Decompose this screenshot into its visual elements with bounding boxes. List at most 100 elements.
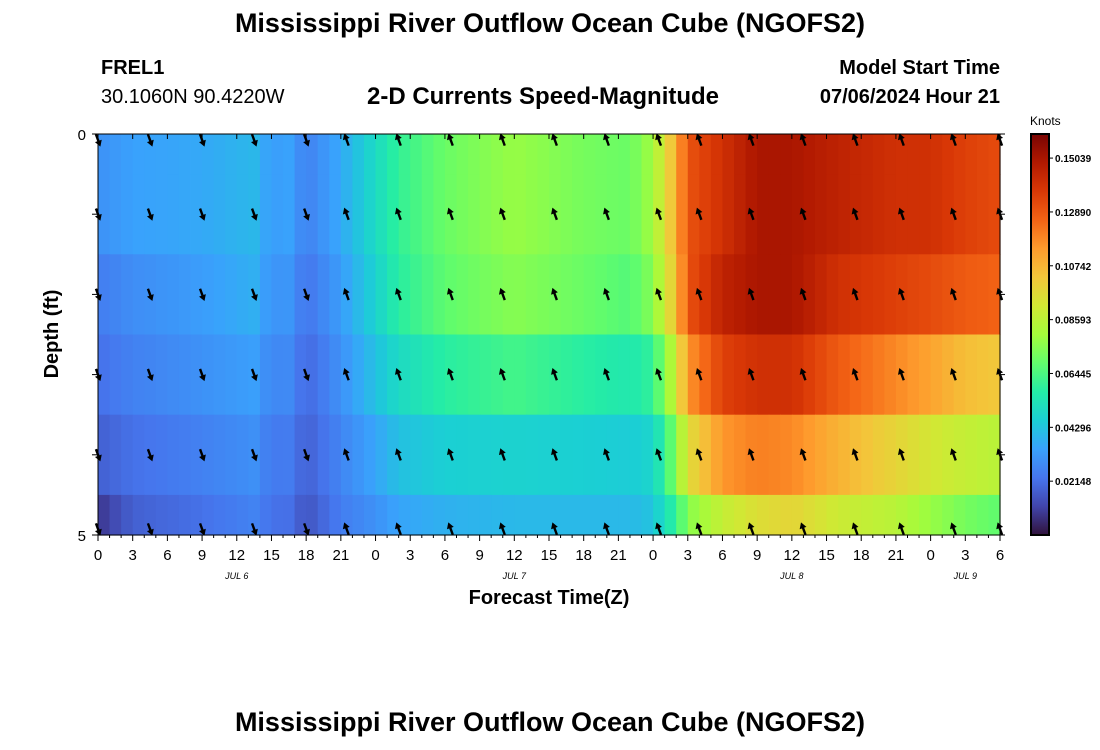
heatmap-cell xyxy=(155,134,168,175)
heatmap-cell xyxy=(907,494,920,536)
x-tick-label: 3 xyxy=(961,547,969,564)
colorbar-title: Knots xyxy=(1030,114,1061,128)
colorbar-tick-label: 0.06445 xyxy=(1055,369,1092,380)
heatmap-cell xyxy=(514,254,527,336)
heatmap-cell xyxy=(375,414,388,496)
heatmap-cell xyxy=(410,134,423,175)
current-vector-arrow xyxy=(603,368,610,381)
heatmap-cell xyxy=(976,254,990,336)
heatmap-cell xyxy=(421,414,434,496)
heatmap-cell xyxy=(352,414,365,496)
heatmap-cell xyxy=(352,494,365,536)
heatmap-cell xyxy=(491,254,504,336)
heatmap-cell xyxy=(236,174,249,255)
heatmap-cell xyxy=(456,414,469,496)
x-tick-label: 6 xyxy=(996,547,1004,564)
heatmap-cell xyxy=(641,134,654,175)
heatmap-cell xyxy=(398,414,411,496)
x-tick-label: 15 xyxy=(541,547,558,564)
current-vector-arrow xyxy=(250,133,258,147)
second-chart-title: Mississippi River Outflow Ocean Cube (NG… xyxy=(234,707,866,737)
heatmap-cell xyxy=(814,134,828,175)
heatmap-cell xyxy=(595,254,608,336)
heatmap-cell xyxy=(283,494,296,536)
heatmap-cell xyxy=(965,134,978,175)
heatmap-cell xyxy=(988,494,1001,536)
colorbar-tick-label: 0.08593 xyxy=(1055,316,1092,327)
heatmap-cell xyxy=(525,414,539,496)
x-axis-title: Forecast Time(Z) xyxy=(469,587,630,609)
x-tick-label: 0 xyxy=(371,547,379,564)
heatmap-cell xyxy=(699,334,712,416)
heatmap-cell xyxy=(803,334,816,416)
heatmap-cell xyxy=(352,254,365,336)
heatmap-cell xyxy=(375,254,388,336)
heatmap-cell xyxy=(572,174,585,255)
current-vector-arrow xyxy=(851,133,859,147)
heatmap-cell xyxy=(803,414,816,496)
date-label: JUL 6 xyxy=(224,571,248,581)
heatmap-cell xyxy=(826,414,839,496)
heatmap-cell xyxy=(537,494,550,536)
heatmap-cell xyxy=(629,254,643,336)
heatmap-cell xyxy=(872,254,885,336)
current-vector-arrow xyxy=(897,287,905,301)
heatmap-cell xyxy=(872,174,885,255)
heatmap-cell xyxy=(375,174,388,255)
current-vector-arrow xyxy=(342,287,350,301)
current-vector-arrow xyxy=(250,208,258,221)
heatmap-cell xyxy=(861,494,874,536)
heatmap-cell xyxy=(132,174,145,255)
heatmap-cell xyxy=(583,254,596,336)
x-tick-label: 21 xyxy=(333,547,350,564)
heatmap-cell xyxy=(606,494,619,536)
heatmap-cell xyxy=(988,334,1001,416)
heatmap-cell xyxy=(919,414,932,496)
date-label: JUL 7 xyxy=(502,571,527,581)
heatmap-cell xyxy=(387,254,400,336)
x-tick-label: 0 xyxy=(94,547,102,564)
heatmap-cell xyxy=(236,254,249,336)
current-vector-arrow xyxy=(747,448,755,461)
current-vector-arrow xyxy=(551,133,558,147)
current-vector-arrow xyxy=(146,208,154,221)
x-tick-label: 6 xyxy=(718,547,726,564)
current-vector-arrow xyxy=(799,368,807,381)
heatmap-cell xyxy=(699,254,712,336)
heatmap-cell xyxy=(618,254,631,336)
heatmap-cell xyxy=(629,174,643,255)
heatmap-cell xyxy=(942,134,955,175)
heatmap-cell xyxy=(444,134,458,175)
heatmap-cell xyxy=(190,254,203,336)
heatmap-cell xyxy=(907,334,920,416)
heatmap-cell xyxy=(653,134,666,175)
heatmap-cell xyxy=(236,334,249,416)
heatmap-cell xyxy=(525,174,539,255)
heatmap-cell xyxy=(202,134,215,175)
heatmap-cell xyxy=(710,414,724,496)
heatmap-cell xyxy=(132,254,145,336)
current-vector-arrow xyxy=(897,207,905,221)
colorbar-tick-label: 0.12890 xyxy=(1055,208,1092,219)
current-vector-arrow xyxy=(897,448,905,461)
heatmap-cell xyxy=(468,334,481,416)
heatmap-cell xyxy=(791,174,805,255)
heatmap-cell xyxy=(699,494,712,536)
heatmap-cell xyxy=(884,334,897,416)
heatmap-cell xyxy=(306,174,319,255)
heatmap-cell xyxy=(849,134,862,175)
heatmap-cell xyxy=(618,494,631,536)
heatmap-cell xyxy=(225,174,238,255)
heatmap-cell xyxy=(826,174,839,255)
current-vector-arrow xyxy=(446,368,454,381)
heatmap-cell xyxy=(98,254,111,336)
heatmap-cell xyxy=(202,494,215,536)
heatmap-cell xyxy=(271,254,284,336)
heatmap-cell xyxy=(572,134,585,175)
current-vector-arrow xyxy=(799,448,807,461)
current-vector-arrow xyxy=(603,133,610,147)
heatmap-cell xyxy=(629,134,643,175)
heatmap-cell xyxy=(664,134,677,175)
heatmap-cell xyxy=(398,134,411,175)
current-vector-arrow xyxy=(303,522,310,536)
